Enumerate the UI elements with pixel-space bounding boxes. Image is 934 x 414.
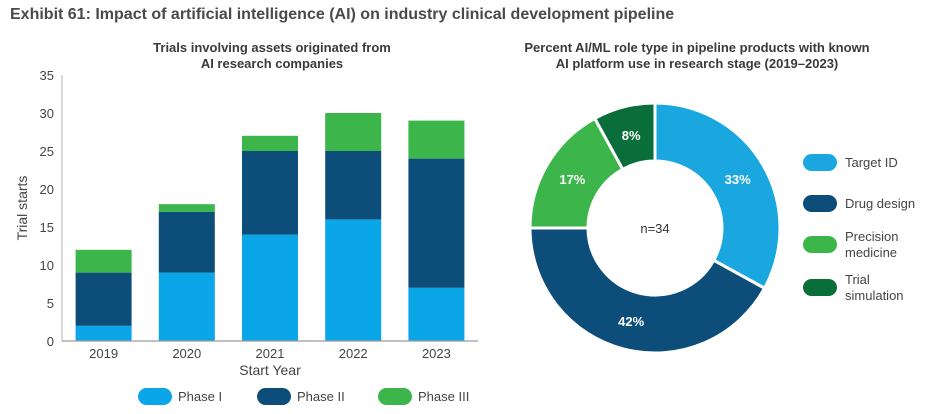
x-tick-label: 2022 [339,346,368,361]
y-tick-label: 25 [40,144,54,159]
donut-slice-trial-simulation [592,101,657,172]
bar-segment-phase-i [325,219,382,341]
bar-segment-phase-i [75,325,132,341]
bar-segment-phase-iii [75,249,132,273]
donut-slice-label: 8% [622,128,641,143]
donut-legend-label: simulation [845,288,904,303]
exhibit-title: Exhibit 61: Impact of artificial intelli… [10,6,675,23]
bar-segment-phase-i [242,234,298,341]
donut-chart-title-line: AI platform use in research stage (2019–… [556,56,839,71]
bar-segment-phase-iii [158,204,215,212]
y-tick-label: 30 [40,106,54,121]
bar-segment-phase-ii [242,151,298,235]
x-tick-label: 2021 [256,346,285,361]
donut-slice-target-id [653,101,782,291]
y-tick-label: 15 [40,220,54,235]
bar-segment-phase-iii [242,135,298,151]
x-tick-label: 2019 [89,346,118,361]
bar-segment-phase-iii [325,113,382,151]
bar-chart-title-line: AI research companies [201,56,343,71]
x-tick-label: 2023 [422,346,451,361]
donut-slice-label: 42% [618,314,644,329]
bar-segment-phase-ii [325,151,382,220]
y-tick-label: 5 [47,296,54,311]
donut-legend-swatch [803,279,837,296]
y-tick-label: 35 [40,68,54,83]
x-axis-label: Start Year [239,362,301,378]
donut-legend-swatch [803,195,837,212]
legend-swatch-phase-ii [257,388,291,405]
donut-legend-label: Drug design [845,196,915,211]
donut-legend-swatch [803,236,837,253]
donut-slice-label: 33% [725,172,751,187]
donut-chart-title-line: Percent AI/ML role type in pipeline prod… [524,40,869,55]
bar-segment-phase-i [408,287,465,341]
donut-legend-swatch [803,154,837,171]
legend-swatch-phase-i [138,388,172,405]
y-tick-label: 0 [47,334,54,349]
legend-label: Phase II [297,389,345,404]
y-tick-label: 10 [40,258,54,273]
donut-slice-drug-design [528,226,767,355]
bar-segment-phase-ii [75,272,132,326]
legend-label: Phase I [178,389,222,404]
y-axis-label: Trial starts [14,176,30,241]
bar-segment-phase-i [158,272,215,341]
bar-segment-phase-ii [158,211,215,273]
legend-swatch-phase-iii [378,388,412,405]
bar-segment-phase-ii [408,158,465,288]
x-tick-label: 2020 [172,346,201,361]
donut-legend-label: medicine [845,245,897,260]
legend-label: Phase III [418,389,469,404]
donut-legend-label: Trial [845,272,870,287]
y-tick-label: 20 [40,182,54,197]
donut-legend-label: Target ID [845,155,898,170]
bar-chart-title-line: Trials involving assets originated from [153,40,391,55]
donut-center-label: n=34 [640,221,669,236]
donut-legend-label: Precision [845,229,898,244]
bar-segment-phase-iii [408,120,465,159]
donut-slice-label: 17% [559,172,585,187]
